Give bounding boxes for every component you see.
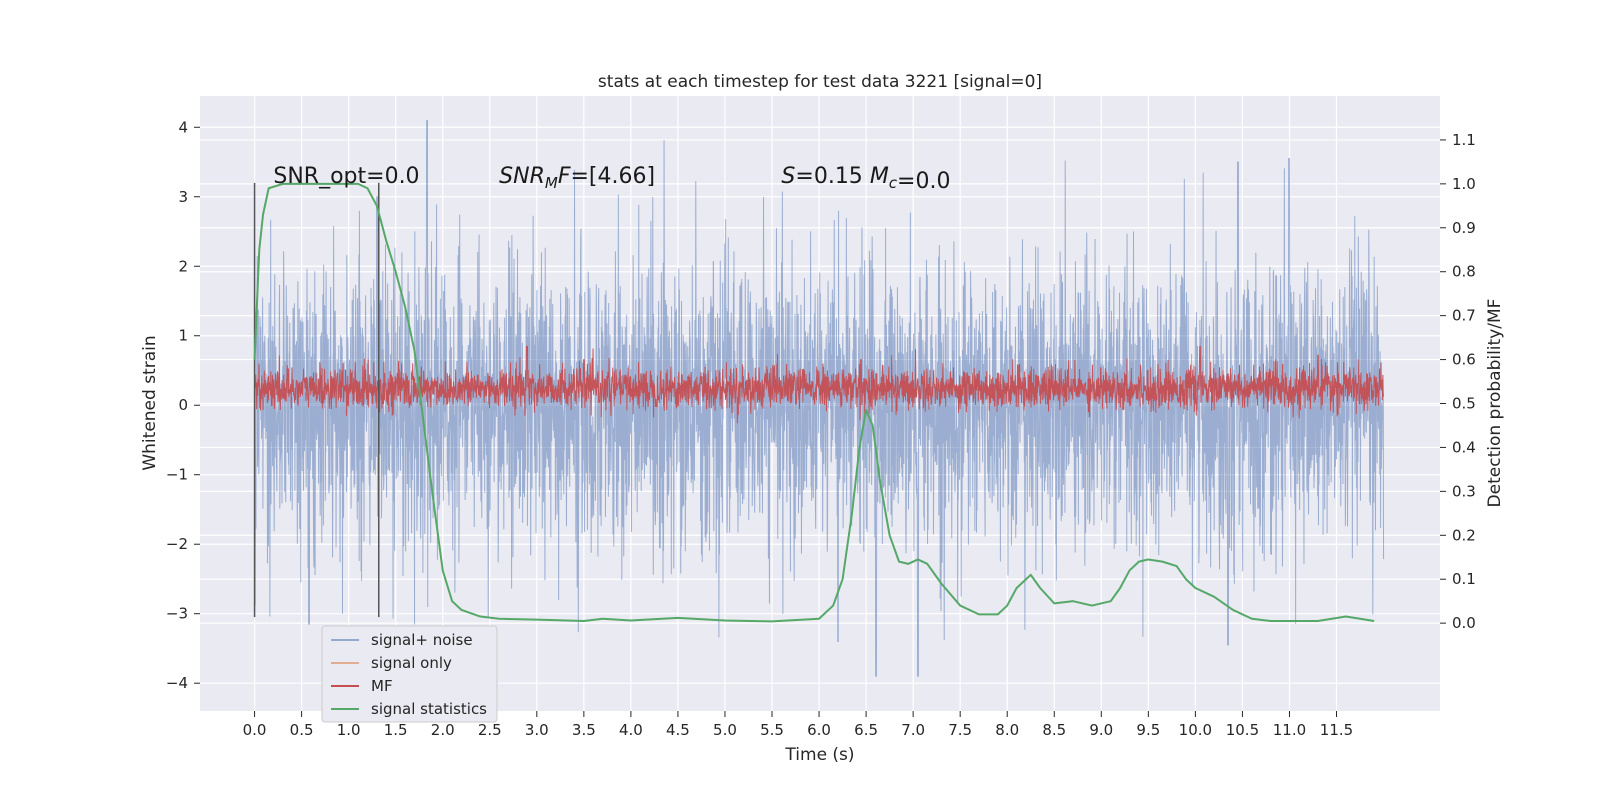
yl-tick-label-2: −2 (166, 535, 188, 553)
yl-tick-label-7: 3 (178, 188, 188, 206)
legend-box (321, 625, 498, 723)
x-tick-label-20: 10.0 (1179, 721, 1212, 739)
legend: signal+ noise signal only MF signal stat… (321, 625, 498, 723)
legend-label-signal-statistics: signal statistics (371, 700, 487, 718)
x-tick-label-19: 9.5 (1136, 721, 1160, 739)
x-tick-label-0: 0.0 (243, 721, 267, 739)
y-axis-right-ticks: 0.0 0.1 0.2 0.3 0.4 0.5 0.6 0.7 0.8 0.9 1.0 1.1 (1440, 131, 1476, 632)
x-tick-label-4: 2.0 (431, 721, 455, 739)
chart-title: stats at each timestep for test data 322… (598, 72, 1042, 92)
yl-tick-label-5: 1 (178, 327, 188, 345)
x-tick-label-12: 6.0 (807, 721, 831, 739)
x-axis-ticks: 0.0 0.5 1.0 1.5 2.0 2.5 3.0 3.5 4.0 4.5 5.0 5.5 6.0 6… (243, 711, 1353, 739)
yr-tick-label-9: 0.9 (1452, 219, 1476, 237)
legend-label-signal-noise: signal+ noise (371, 631, 473, 649)
x-tick-label-10: 5.0 (713, 721, 737, 739)
x-tick-label-6: 3.0 (525, 721, 549, 739)
x-tick-label-22: 11.0 (1273, 721, 1306, 739)
yl-tick-label-1: −3 (166, 605, 188, 623)
yr-tick-label-0: 0.0 (1452, 614, 1476, 632)
yr-tick-label-10: 1.0 (1452, 175, 1476, 193)
yr-tick-label-3: 0.3 (1452, 482, 1476, 500)
yl-tick-label-4: 0 (178, 396, 188, 414)
x-tick-label-17: 8.5 (1042, 721, 1066, 739)
series-signal-statistics (253, 182, 1375, 623)
series-mf (254, 345, 1385, 424)
x-tick-label-7: 3.5 (572, 721, 596, 739)
x-axis-label: Time (s) (784, 745, 854, 765)
annotation-0: SNR_opt=0.0 (273, 164, 419, 189)
vertical-markers (253, 182, 380, 618)
yr-tick-label-5: 0.5 (1452, 395, 1476, 413)
x-tick-label-18: 9.0 (1089, 721, 1113, 739)
yr-tick-label-8: 0.8 (1452, 263, 1476, 281)
x-tick-label-2: 1.0 (337, 721, 361, 739)
yr-tick-label-11: 1.1 (1452, 131, 1476, 149)
yr-tick-label-2: 0.2 (1452, 526, 1476, 544)
y-axis-left-ticks: −4 −3 −2 −1 0 1 2 3 4 (166, 118, 200, 692)
x-tick-label-5: 2.5 (478, 721, 502, 739)
x-tick-label-9: 4.5 (666, 721, 690, 739)
yl-tick-label-3: −1 (166, 466, 188, 484)
x-tick-label-3: 1.5 (384, 721, 408, 739)
x-tick-label-1: 0.5 (290, 721, 314, 739)
series-line-mf (254, 345, 1385, 424)
annotation-2: S=0.15 Mc=0.0 (781, 164, 950, 194)
y-axis-right-label: Detection probability/MF (1485, 299, 1505, 508)
yr-tick-label-6: 0.6 (1452, 351, 1476, 369)
legend-label-signal-only: signal only (371, 654, 452, 672)
x-tick-label-8: 4.0 (619, 721, 643, 739)
x-tick-label-21: 10.5 (1226, 721, 1259, 739)
x-tick-label-15: 7.5 (948, 721, 972, 739)
yr-tick-label-1: 0.1 (1452, 570, 1476, 588)
legend-label-mf: MF (371, 677, 393, 695)
x-tick-label-23: 11.5 (1320, 721, 1353, 739)
annotations: SNR_opt=0.0 SNRMF=[4.66] S=0.15 Mc=0.0 (273, 164, 950, 194)
yr-tick-label-4: 0.4 (1452, 438, 1476, 456)
yl-tick-label-0: −4 (166, 674, 188, 692)
x-tick-label-13: 6.5 (854, 721, 878, 739)
x-tick-label-11: 5.5 (760, 721, 784, 739)
yl-tick-label-8: 4 (178, 118, 188, 136)
x-tick-label-16: 8.0 (995, 721, 1019, 739)
yl-tick-label-6: 2 (178, 257, 188, 275)
y-axis-left-label: Whitened strain (140, 335, 160, 470)
annotation-1: SNRMF=[4.66] (499, 164, 655, 192)
x-tick-label-14: 7.0 (901, 721, 925, 739)
series-line-signal-statistics (253, 182, 1375, 623)
yr-tick-label-7: 0.7 (1452, 307, 1476, 325)
